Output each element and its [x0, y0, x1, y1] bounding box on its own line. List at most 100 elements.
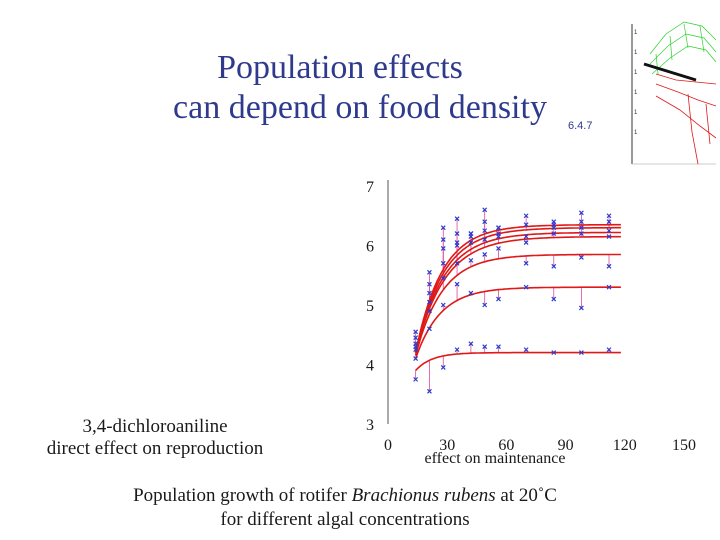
data-point-stroke: [578, 231, 584, 237]
data-point: [413, 356, 419, 361]
data-point: [606, 263, 612, 269]
y-tick-label: 6: [366, 239, 374, 256]
data-point: [523, 240, 529, 245]
data-point: [551, 231, 557, 237]
data-point-stroke: [551, 263, 557, 269]
inner-chart-label: effect on maintenance: [425, 450, 566, 467]
data-point-stroke: [496, 246, 501, 251]
data-point-stroke: [468, 341, 474, 347]
data-point-stroke: [468, 231, 474, 237]
fitted-curve: [415, 351, 621, 371]
data-point: [468, 231, 474, 237]
data-point-stroke: [606, 213, 612, 219]
data-point-stroke: [427, 308, 432, 314]
fitted-curve: [414, 286, 621, 359]
data-point-stroke: [482, 207, 488, 213]
data-point-stroke: [606, 347, 612, 353]
data-point: [440, 246, 446, 251]
data-point-stroke: [427, 290, 432, 296]
data-point-stroke: [427, 326, 432, 332]
data-point: [551, 222, 557, 228]
data-point-stroke: [578, 219, 584, 225]
data-point: [468, 240, 474, 245]
data-point-stroke: [606, 228, 612, 234]
data-point: [440, 365, 446, 370]
data-point: [578, 350, 584, 356]
data-point-stroke: [606, 234, 612, 239]
data-point-stroke: [427, 299, 432, 305]
data-point: [413, 376, 419, 382]
x-tick-label: 0: [384, 437, 392, 454]
data-point: [413, 329, 419, 335]
data-point-stroke: [468, 240, 474, 245]
data-point: [606, 284, 612, 290]
data-point: [468, 290, 474, 296]
svg-text:1: 1: [634, 70, 638, 76]
data-point: [427, 299, 432, 305]
data-point-stroke: [578, 210, 584, 216]
3d-surface-plot-icon: 1 1 1 1 1 1: [631, 21, 717, 165]
data-point: [578, 210, 584, 216]
y-tick-label: 4: [366, 358, 374, 375]
data-point-stroke: [413, 329, 419, 335]
x-tick-label: 30: [439, 437, 455, 454]
data-point: [482, 252, 488, 257]
data-point: [523, 260, 529, 266]
data-point-stroke: [578, 305, 584, 311]
data-point: [496, 234, 501, 239]
data-point-stroke: [440, 260, 446, 266]
fitted-curve: [414, 223, 621, 353]
caption-temperature: at 20˚C: [495, 485, 557, 506]
data-point-stroke: [482, 344, 488, 350]
y-tick-label: 5: [366, 298, 374, 315]
data-point: [454, 231, 460, 237]
data-point-stroke: [482, 237, 488, 242]
data-point-stroke: [454, 231, 460, 237]
data-point: [606, 234, 612, 239]
caption-text: Population growth of rotifer: [133, 485, 352, 506]
data-point: [551, 296, 557, 302]
data-point: [440, 237, 446, 242]
data-point-stroke: [482, 252, 488, 257]
data-point-stroke: [427, 388, 432, 394]
data-point-stroke: [413, 347, 419, 353]
data-point-stroke: [523, 347, 529, 353]
data-point: [440, 302, 446, 308]
data-point-stroke: [440, 302, 446, 308]
data-point-stroke: [482, 228, 488, 234]
data-point-stroke: [454, 347, 460, 353]
x-tick-label: 150: [672, 437, 696, 454]
data-point-stroke: [468, 290, 474, 296]
data-point-stroke: [578, 350, 584, 356]
fitted-curve: [414, 253, 621, 356]
data-point-stroke: [440, 275, 446, 281]
fitted-curve: [414, 226, 621, 353]
data-point-stroke: [606, 284, 612, 290]
data-point-stroke: [523, 213, 529, 219]
data-point-stroke: [427, 281, 432, 287]
data-point-stroke: [440, 225, 446, 231]
left-label-line-1: 3,4-dichloroaniline: [82, 416, 228, 437]
data-point: [482, 228, 488, 234]
data-point: [454, 243, 460, 248]
data-point: [427, 281, 432, 287]
data-point-stroke: [523, 284, 529, 290]
data-point: [440, 260, 446, 266]
data-point: [440, 275, 446, 281]
data-point: [482, 219, 488, 225]
data-point: [440, 225, 446, 231]
data-point: [482, 237, 488, 242]
svg-text:1: 1: [634, 90, 638, 96]
data-point-stroke: [496, 344, 501, 350]
data-point: [427, 308, 432, 314]
data-point: [454, 281, 460, 287]
fitted-curve: [414, 231, 621, 353]
data-point: [578, 305, 584, 311]
data-point: [523, 284, 529, 290]
data-point: [496, 296, 501, 302]
data-point: [482, 344, 488, 350]
data-point-stroke: [606, 219, 612, 225]
data-point: [454, 216, 460, 222]
svg-text:1: 1: [634, 30, 638, 36]
data-point: [578, 254, 584, 260]
